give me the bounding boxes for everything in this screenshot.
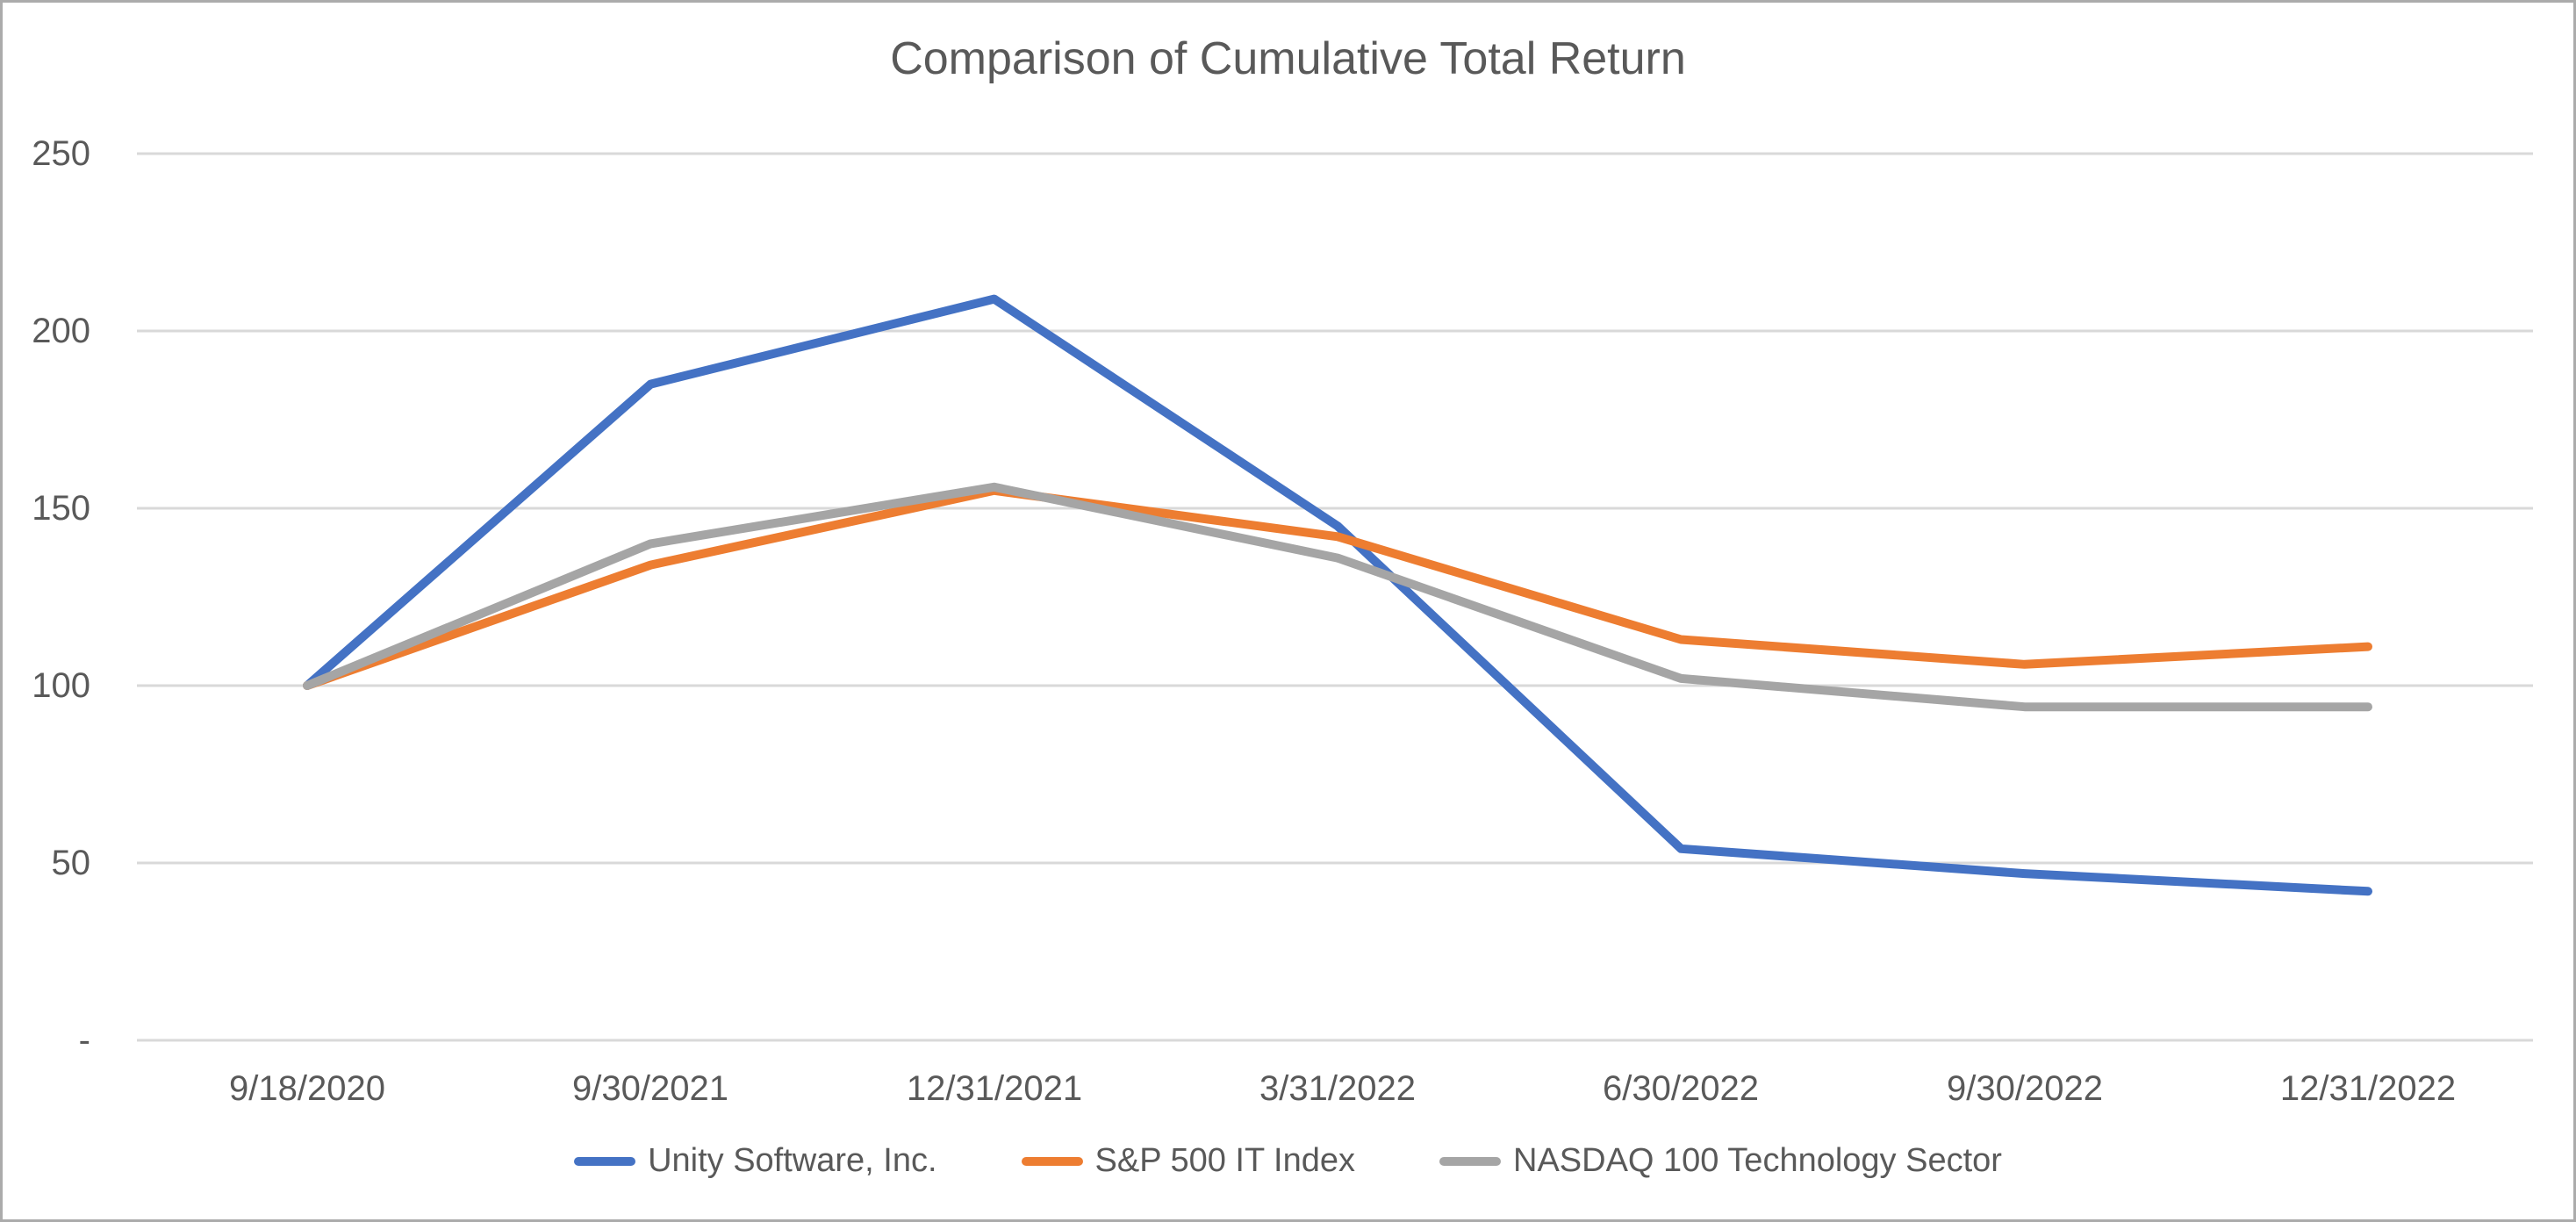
legend-item-nasdaq-100-tech: NASDAQ 100 Technology Sector (1439, 1142, 2002, 1180)
legend: Unity Software, Inc. S&P 500 IT Index NA… (3, 1142, 2573, 1180)
legend-swatch-unity (574, 1156, 636, 1166)
series-line-nasdaq-100-technology-sector (303, 482, 2372, 712)
x-axis-tick-label: 9/30/2021 (572, 1069, 728, 1108)
y-axis-tick-label: 50 (51, 844, 91, 882)
legend-item-sp500-it: S&P 500 IT Index (1021, 1142, 1355, 1180)
x-axis-tick-label: 12/31/2022 (2279, 1069, 2457, 1108)
legend-label-nasdaq-100-tech: NASDAQ 100 Technology Sector (1513, 1142, 2002, 1179)
y-axis-tick-label: - (78, 1021, 90, 1060)
legend-item-unity: Unity Software, Inc. (574, 1142, 937, 1180)
legend-label-unity: Unity Software, Inc. (648, 1142, 937, 1179)
y-axis-tick-label: 150 (32, 489, 90, 528)
plot-area (137, 152, 2533, 1042)
y-axis-tick-label: 250 (32, 134, 90, 173)
legend-swatch-sp500-it (1021, 1156, 1083, 1166)
legend-swatch-nasdaq-100-tech (1439, 1156, 1501, 1166)
y-axis-tick-label: 100 (32, 666, 90, 705)
x-axis-tick-label: 3/31/2022 (1259, 1069, 1416, 1108)
x-axis-tick-label: 6/30/2022 (1603, 1069, 1759, 1108)
x-axis-tick-label: 9/18/2020 (229, 1069, 385, 1108)
series-line-unity-software-inc (303, 294, 2372, 896)
chart-title: Comparison of Cumulative Total Return (890, 33, 1686, 84)
y-axis-tick-label: 200 (32, 312, 90, 350)
x-axis-tick-label: 9/30/2022 (1947, 1069, 2103, 1108)
x-axis-tick-label: 12/31/2021 (906, 1069, 1083, 1108)
legend-label-sp500-it: S&P 500 IT Index (1094, 1142, 1355, 1179)
series-line-s-p-500-it-index (303, 485, 2372, 690)
